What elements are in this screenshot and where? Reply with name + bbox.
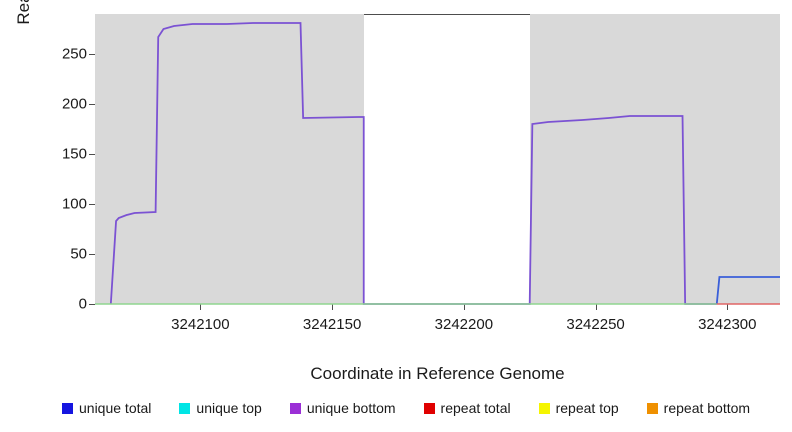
legend-swatch-repeat-bottom — [647, 403, 658, 414]
x-tick-mark-3242150 — [332, 304, 333, 310]
x-tick-label-3242150: 3242150 — [303, 316, 361, 333]
legend-swatch-unique-top — [179, 403, 190, 414]
legend-item-unique-total: unique total — [62, 400, 151, 416]
legend-label-repeat-top: repeat top — [556, 400, 619, 416]
unique-total-series-line[interactable] — [717, 277, 780, 304]
y-axis-label: Read Coverage Depth — [14, 0, 34, 55]
legend-label-unique-top: unique top — [196, 400, 261, 416]
legend-item-unique-top: unique top — [179, 400, 261, 416]
y-tick-label-100: 100 — [62, 196, 87, 213]
legend: unique total unique top unique bottom repea… — [62, 400, 762, 416]
x-axis-label: Coordinate in Reference Genome — [95, 364, 780, 384]
x-tick-label-3242300: 3242300 — [698, 316, 756, 333]
unique-bottom-series-line[interactable] — [111, 23, 717, 304]
legend-item-repeat-total: repeat total — [424, 400, 511, 416]
legend-swatch-repeat-total — [424, 403, 435, 414]
legend-item-repeat-bottom: repeat bottom — [647, 400, 750, 416]
plot-area: 0 50 100 150 200 250 3242100 3242150 3242200 324… — [95, 14, 780, 304]
legend-label-unique-total: unique total — [79, 400, 151, 416]
x-tick-label-3242200: 3242200 — [435, 316, 493, 333]
x-tick-mark-3242250 — [596, 304, 597, 310]
legend-label-repeat-total: repeat total — [441, 400, 511, 416]
legend-item-unique-bottom: unique bottom — [290, 400, 396, 416]
x-tick-label-3242100: 3242100 — [171, 316, 229, 333]
x-tick-mark-3242300 — [727, 304, 728, 310]
legend-label-repeat-bottom: repeat bottom — [664, 400, 750, 416]
y-tick-label-200: 200 — [62, 96, 87, 113]
legend-item-repeat-top: repeat top — [539, 400, 619, 416]
legend-swatch-unique-bottom — [290, 403, 301, 414]
chart-root: Read Coverage Depth Coordinate in Refere… — [0, 0, 792, 432]
y-tick-mark-0 — [89, 304, 95, 305]
legend-swatch-unique-total — [62, 403, 73, 414]
y-tick-label-250: 250 — [62, 46, 87, 63]
coverage-line-plot — [95, 14, 780, 304]
x-tick-mark-3242100 — [200, 304, 201, 310]
y-tick-label-0: 0 — [79, 296, 87, 313]
legend-swatch-repeat-top — [539, 403, 550, 414]
y-tick-label-150: 150 — [62, 146, 87, 163]
x-tick-label-3242250: 3242250 — [566, 316, 624, 333]
legend-label-unique-bottom: unique bottom — [307, 400, 396, 416]
y-tick-label-50: 50 — [70, 246, 87, 263]
